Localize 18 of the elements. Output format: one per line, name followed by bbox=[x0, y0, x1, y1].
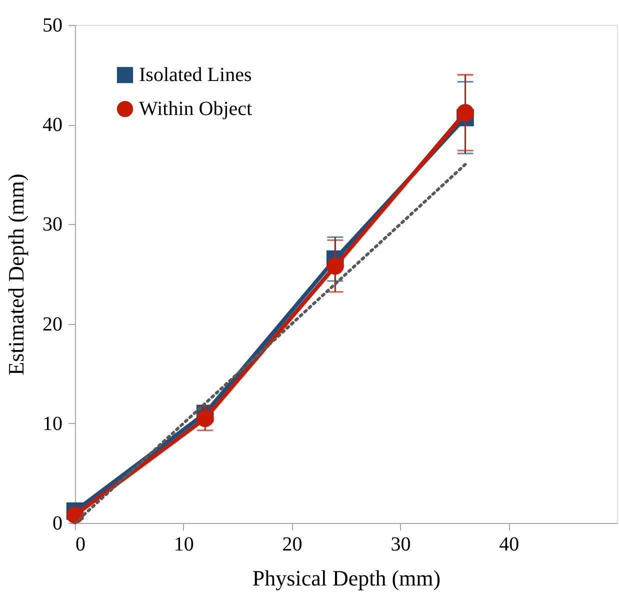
legend-label: Isolated Lines bbox=[139, 64, 252, 86]
point bbox=[456, 104, 474, 122]
point bbox=[196, 410, 214, 428]
x-tick-label: 10 bbox=[174, 534, 194, 556]
y-tick-label: 20 bbox=[42, 313, 62, 336]
y-tick-label: 0 bbox=[52, 512, 62, 534]
x-tick-label: 30 bbox=[390, 534, 411, 556]
y-axis-title: Estimated Depth (mm) bbox=[4, 174, 28, 376]
x-tick-label: 40 bbox=[499, 534, 520, 556]
y-tick-label: 50 bbox=[42, 14, 62, 36]
x-axis-title: Physical Depth (mm) bbox=[252, 566, 441, 590]
y-tick-label: 40 bbox=[42, 114, 62, 136]
legend-label: Within Object bbox=[139, 98, 252, 120]
point bbox=[326, 257, 344, 275]
x-tick-label: 0 bbox=[76, 534, 86, 556]
x-tick-label: 20 bbox=[282, 534, 302, 556]
y-tick-label: 30 bbox=[42, 214, 62, 236]
y-tick-label: 10 bbox=[42, 412, 62, 435]
